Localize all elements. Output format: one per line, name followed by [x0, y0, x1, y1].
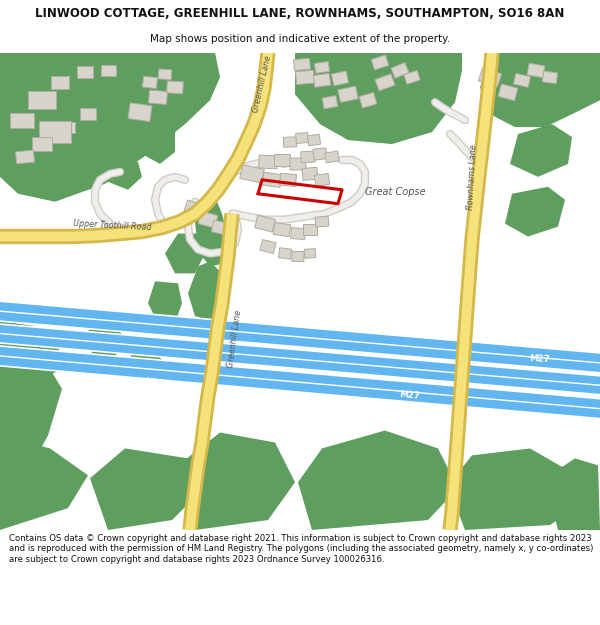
Polygon shape	[0, 52, 140, 82]
Bar	[262, 172, 282, 187]
Polygon shape	[0, 52, 220, 202]
Bar	[295, 70, 314, 84]
Bar	[77, 66, 93, 78]
Polygon shape	[332, 64, 368, 92]
Bar	[325, 151, 339, 163]
Bar	[51, 76, 69, 89]
Text: Greenhill Lane: Greenhill Lane	[226, 309, 244, 368]
Bar	[391, 62, 409, 78]
Bar	[273, 222, 291, 237]
Bar	[527, 63, 545, 78]
Polygon shape	[298, 431, 458, 530]
Polygon shape	[0, 301, 600, 373]
Bar	[128, 102, 152, 122]
Polygon shape	[295, 52, 462, 144]
Bar	[16, 150, 34, 164]
Polygon shape	[148, 281, 182, 323]
Polygon shape	[545, 458, 600, 530]
Bar	[307, 134, 320, 146]
Bar	[167, 81, 184, 94]
Text: LINWOOD COTTAGE, GREENHILL LANE, ROWNHAMS, SOUTHAMPTON, SO16 8AN: LINWOOD COTTAGE, GREENHILL LANE, ROWNHAM…	[35, 7, 565, 19]
Bar	[61, 122, 75, 132]
Polygon shape	[448, 448, 580, 530]
Text: Great Copse: Great Copse	[365, 187, 425, 197]
Polygon shape	[510, 124, 572, 177]
Bar	[148, 90, 167, 104]
Bar	[331, 71, 349, 86]
Text: Greenhill Lane: Greenhill Lane	[251, 55, 273, 114]
Polygon shape	[505, 187, 565, 236]
Bar	[274, 154, 290, 166]
Polygon shape	[535, 61, 568, 92]
Text: Upper Toothill Road: Upper Toothill Road	[73, 219, 151, 232]
Text: M27: M27	[400, 391, 421, 401]
Bar	[158, 69, 172, 80]
Bar	[315, 216, 329, 227]
Polygon shape	[188, 261, 225, 321]
Bar	[303, 224, 317, 235]
Polygon shape	[0, 346, 600, 419]
Bar	[498, 84, 518, 101]
Bar	[314, 174, 329, 186]
Bar	[404, 71, 420, 84]
Bar	[293, 58, 310, 71]
Bar	[292, 251, 304, 262]
Bar	[322, 96, 338, 109]
Bar	[359, 92, 377, 108]
Polygon shape	[540, 52, 600, 94]
Bar	[514, 73, 530, 88]
Bar	[198, 211, 218, 228]
Bar	[290, 158, 306, 170]
Polygon shape	[108, 158, 142, 190]
Text: M27: M27	[144, 377, 166, 389]
Polygon shape	[165, 234, 205, 273]
Bar	[32, 137, 52, 151]
Polygon shape	[0, 346, 62, 530]
Text: Contains OS data © Crown copyright and database right 2021. This information is : Contains OS data © Crown copyright and d…	[9, 534, 593, 564]
Bar	[314, 61, 329, 73]
Bar	[304, 249, 316, 258]
Polygon shape	[0, 324, 600, 395]
Polygon shape	[178, 432, 295, 530]
Bar	[375, 74, 395, 91]
Bar	[280, 173, 296, 186]
Text: Rownhams Lane: Rownhams Lane	[466, 144, 478, 210]
Bar	[338, 86, 358, 103]
Polygon shape	[85, 316, 122, 359]
Bar	[28, 91, 56, 109]
Bar	[259, 155, 277, 169]
Bar	[80, 108, 96, 120]
Bar	[542, 71, 557, 84]
Bar	[142, 76, 158, 89]
Text: Map shows position and indicative extent of the property.: Map shows position and indicative extent…	[150, 34, 450, 44]
Bar	[211, 220, 229, 235]
Polygon shape	[480, 52, 600, 127]
Bar	[302, 168, 318, 181]
Bar	[39, 121, 71, 143]
Bar	[254, 215, 275, 232]
Bar	[10, 112, 34, 128]
Polygon shape	[0, 321, 62, 382]
Bar	[278, 248, 292, 259]
Polygon shape	[382, 62, 418, 90]
Polygon shape	[90, 448, 202, 530]
Bar	[184, 200, 206, 219]
Polygon shape	[128, 346, 162, 379]
Bar	[301, 151, 315, 162]
Bar	[101, 65, 115, 76]
Bar	[290, 228, 305, 239]
Bar	[296, 132, 308, 144]
Bar	[478, 68, 502, 87]
Bar	[240, 165, 264, 183]
Text: M27: M27	[529, 354, 551, 364]
Polygon shape	[142, 124, 175, 164]
Bar	[371, 55, 389, 70]
Bar	[260, 239, 276, 254]
Polygon shape	[195, 197, 228, 266]
Polygon shape	[0, 436, 88, 530]
Bar	[283, 137, 296, 148]
Bar	[313, 148, 327, 160]
Bar	[313, 73, 331, 88]
